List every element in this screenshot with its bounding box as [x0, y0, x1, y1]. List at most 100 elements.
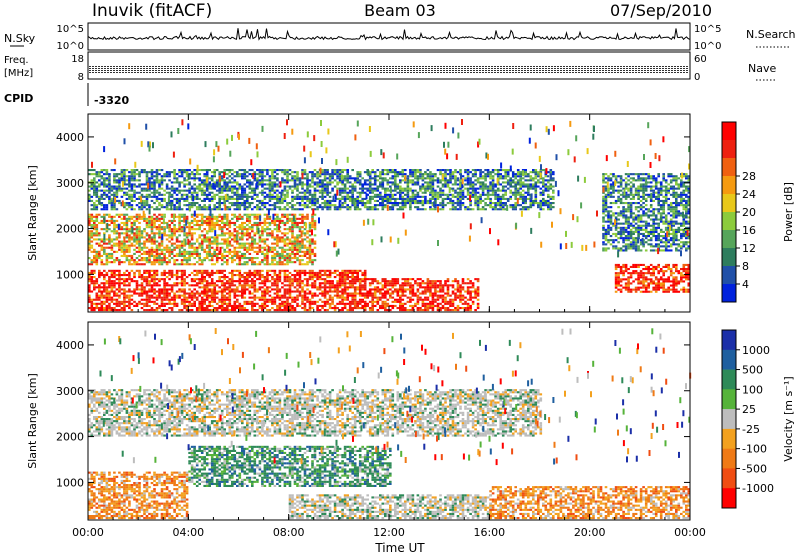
range-time-cell [263, 259, 267, 262]
range-time-cell [266, 228, 269, 231]
range-time-cell [190, 292, 194, 295]
range-time-cell [401, 302, 405, 305]
range-time-cell [135, 263, 139, 266]
range-time-cell [88, 217, 91, 220]
range-time-cell [148, 221, 151, 224]
range-time-cell [316, 271, 319, 274]
range-time-cell [200, 244, 204, 247]
range-time-cell [133, 300, 136, 303]
range-time-cell [143, 302, 146, 305]
range-time-cell [313, 224, 317, 227]
range-time-cell [168, 193, 171, 196]
range-time-cell [213, 183, 216, 186]
range-time-cell [95, 263, 99, 266]
range-time-cell [195, 206, 199, 209]
range-time-cell [276, 217, 279, 220]
range-time-cell [210, 282, 214, 285]
range-time-cell [617, 278, 620, 281]
range-time-cell [143, 304, 146, 307]
range-time-cell [98, 269, 101, 272]
range-time-cell [283, 284, 287, 287]
range-time-cell [241, 244, 244, 247]
range-time-cell [286, 202, 289, 205]
range-time-cell [218, 204, 221, 207]
range-time-cell [150, 288, 154, 291]
range-time-cell [261, 234, 264, 237]
range-time-cell [113, 221, 116, 224]
range-time-cell [155, 217, 159, 220]
range-time-cell [158, 284, 161, 287]
range-time-cell [205, 294, 209, 297]
range-time-cell [195, 208, 199, 211]
range-time-cell [273, 208, 277, 211]
range-time-cell [95, 215, 99, 218]
range-time-cell [178, 296, 181, 299]
range-time-cell [115, 230, 119, 233]
range-time-cell [163, 259, 166, 262]
range-time-cell [155, 228, 159, 231]
range-time-cell [203, 307, 206, 310]
range-time-cell [298, 304, 302, 307]
range-time-cell [143, 263, 146, 266]
range-time-cell [632, 270, 635, 273]
range-time-cell [205, 254, 209, 257]
range-time-cell [188, 300, 191, 303]
range-time-cell [153, 242, 156, 245]
range-time-cell [148, 226, 151, 229]
range-time-cell [248, 183, 252, 186]
range-time-cell [629, 288, 633, 291]
range-time-cell [672, 284, 675, 287]
range-time-cell [183, 259, 186, 262]
range-time-cell [213, 286, 216, 289]
range-time-cell [148, 274, 151, 277]
range-time-cell [115, 309, 119, 312]
range-time-cell [243, 302, 247, 305]
range-time-cell [233, 171, 237, 174]
range-time-cell [652, 280, 655, 283]
range-time-cell [115, 302, 119, 305]
range-time-cell [286, 242, 289, 245]
range-time-cell [251, 195, 254, 198]
range-time-cell [125, 269, 129, 272]
range-time-cell [323, 296, 327, 299]
range-time-cell [195, 191, 199, 194]
range-time-cell [444, 300, 447, 303]
range-time-cell [251, 246, 254, 249]
range-time-cell [88, 193, 91, 196]
range-time-cell [356, 300, 359, 303]
range-time-cell [108, 257, 111, 260]
range-time-cell [200, 206, 204, 209]
range-time-cell [148, 250, 151, 253]
range-time-cell [223, 307, 226, 310]
range-time-cell [368, 290, 372, 293]
range-time-cell [183, 177, 186, 180]
range-time-cell [281, 208, 284, 211]
range-time-cell [328, 274, 332, 277]
range-time-cell [291, 204, 294, 207]
range-time-cell [664, 263, 668, 266]
range-time-cell [168, 236, 171, 239]
range-time-cell [158, 183, 161, 186]
range-time-cell [93, 193, 96, 196]
range-time-cell [341, 282, 344, 285]
range-time-cell [256, 179, 259, 182]
range-time-cell [148, 189, 151, 192]
range-time-cell [226, 280, 229, 283]
range-time-cell [236, 193, 239, 196]
range-time-cell [281, 219, 284, 222]
range-time-cell [248, 292, 252, 295]
range-time-cell [210, 199, 214, 202]
range-time-cell [291, 300, 294, 303]
range-time-cell [341, 274, 344, 277]
range-time-cell [153, 179, 156, 182]
range-time-cell [303, 204, 307, 207]
range-time-cell [215, 185, 219, 188]
range-time-cell [303, 191, 307, 194]
range-time-cell [303, 234, 307, 237]
range-time-cell [125, 197, 129, 200]
range-time-cell [140, 257, 144, 260]
range-time-cell [326, 282, 329, 285]
range-time-cell [276, 177, 279, 180]
range-time-cell [421, 302, 425, 305]
range-time-cell [200, 213, 204, 216]
